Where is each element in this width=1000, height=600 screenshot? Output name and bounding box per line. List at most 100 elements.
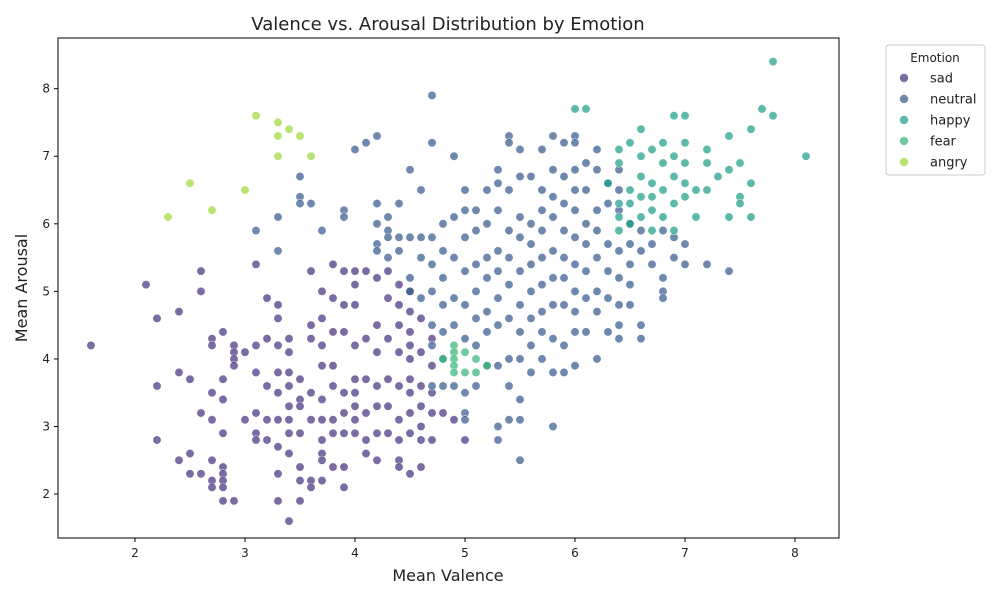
data-point-neutral — [614, 300, 624, 310]
legend-marker-angry — [899, 157, 909, 167]
data-point-sad — [372, 381, 382, 391]
data-point-sad — [207, 340, 217, 350]
data-point-neutral — [438, 300, 448, 310]
data-point-sad — [416, 422, 426, 432]
data-point-sad — [196, 469, 206, 479]
data-point-happy — [669, 111, 679, 121]
data-point-sad — [295, 496, 305, 506]
data-point-neutral — [515, 394, 525, 404]
data-point-fear — [471, 367, 481, 377]
data-point-neutral — [416, 185, 426, 195]
data-point-neutral — [526, 286, 536, 296]
data-point-happy — [636, 172, 646, 182]
legend-label-angry: angry — [930, 156, 968, 171]
y-tick-label: 5 — [42, 284, 50, 298]
data-point-neutral — [570, 361, 580, 371]
data-point-neutral — [416, 232, 426, 242]
data-point-neutral — [383, 232, 393, 242]
data-point-angry — [207, 205, 217, 215]
data-point-neutral — [482, 219, 492, 229]
data-point-neutral — [504, 381, 514, 391]
data-point-happy — [669, 151, 679, 161]
data-point-neutral — [471, 313, 481, 323]
legend-box — [885, 44, 986, 176]
data-point-neutral — [603, 266, 613, 276]
data-point-neutral — [372, 199, 382, 209]
data-point-neutral — [361, 138, 371, 148]
data-point-sad — [273, 496, 283, 506]
data-point-sad — [86, 340, 96, 350]
data-point-neutral — [526, 172, 536, 182]
data-point-sad — [273, 442, 283, 452]
data-point-sad — [405, 388, 415, 398]
data-point-neutral — [460, 334, 470, 344]
legend-title: Emotion — [910, 51, 960, 65]
data-point-neutral — [669, 253, 679, 263]
data-point-happy — [570, 104, 580, 114]
data-point-sad — [306, 482, 316, 492]
data-point-neutral — [427, 259, 437, 269]
data-point-sad — [284, 381, 294, 391]
data-point-sad — [372, 401, 382, 411]
data-point-neutral — [559, 367, 569, 377]
data-point-neutral — [449, 212, 459, 222]
data-point-sad — [174, 307, 184, 317]
data-point-sad — [218, 428, 228, 438]
legend-marker-neutral — [899, 94, 909, 104]
data-point-neutral — [471, 340, 481, 350]
data-point-neutral — [592, 307, 602, 317]
data-point-neutral — [526, 219, 536, 229]
data-point-sad — [273, 313, 283, 323]
data-point-angry — [306, 151, 316, 161]
legend-marker-sad — [899, 73, 909, 83]
data-point-happy — [724, 212, 734, 222]
data-point-happy — [724, 165, 734, 175]
x-tick-label: 2 — [131, 546, 139, 560]
data-point-sad — [207, 388, 217, 398]
data-point-neutral — [493, 246, 503, 256]
data-point-neutral — [537, 185, 547, 195]
data-point-happy — [658, 212, 668, 222]
data-point-sad — [328, 428, 338, 438]
data-point-neutral — [504, 313, 514, 323]
data-point-sad — [328, 415, 338, 425]
data-point-neutral — [581, 185, 591, 195]
data-point-happy — [702, 185, 712, 195]
data-point-sad — [372, 273, 382, 283]
data-point-happy — [680, 178, 690, 188]
data-point-happy — [647, 205, 657, 215]
data-point-neutral — [636, 246, 646, 256]
data-point-sad — [218, 482, 228, 492]
data-point-neutral — [438, 381, 448, 391]
data-point-neutral — [537, 280, 547, 290]
data-point-sad — [350, 428, 360, 438]
data-point-neutral — [559, 138, 569, 148]
data-point-sad — [218, 394, 228, 404]
data-point-neutral — [526, 367, 536, 377]
data-point-sad — [306, 388, 316, 398]
data-point-happy — [680, 192, 690, 202]
data-point-sad — [306, 415, 316, 425]
data-point-fear — [460, 367, 470, 377]
data-point-neutral — [460, 185, 470, 195]
data-point-neutral — [603, 239, 613, 249]
data-point-happy — [735, 158, 745, 168]
data-point-happy — [768, 57, 778, 67]
data-point-happy — [801, 151, 811, 161]
data-point-neutral — [427, 138, 437, 148]
data-point-sad — [152, 381, 162, 391]
data-point-neutral — [493, 205, 503, 215]
data-point-neutral — [372, 131, 382, 141]
data-point-happy — [757, 104, 767, 114]
data-point-neutral — [614, 320, 624, 330]
series-fear — [438, 340, 492, 377]
data-point-neutral — [570, 165, 580, 175]
data-point-neutral — [471, 205, 481, 215]
data-point-sad — [262, 435, 272, 445]
data-point-neutral — [504, 226, 514, 236]
series-sad — [86, 259, 470, 526]
data-point-sad — [273, 388, 283, 398]
data-point-sad — [185, 469, 195, 479]
data-point-sad — [284, 428, 294, 438]
data-point-happy — [636, 124, 646, 134]
